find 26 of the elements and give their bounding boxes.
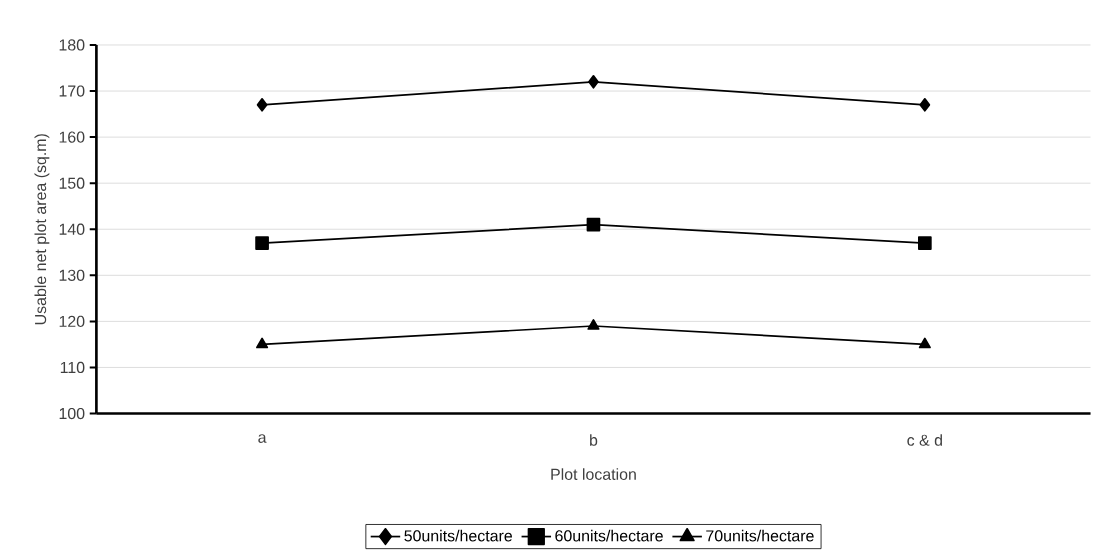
y-tick-label: 170	[59, 85, 85, 97]
y-tick-label: 100	[59, 407, 85, 420]
y-axis-title: Usable net plot area (sq.m)	[34, 134, 50, 325]
point	[588, 74, 599, 89]
y-tick-label: 110	[60, 361, 85, 374]
point	[918, 337, 931, 349]
point	[586, 217, 601, 232]
point	[587, 319, 600, 330]
x-tick-label: b	[590, 434, 598, 446]
y-tick-label: 140	[59, 223, 85, 235]
y-tick-label: 160	[59, 131, 85, 143]
y-tick-label: 130	[59, 269, 85, 281]
legend-label: 70units/hectare	[706, 529, 814, 542]
point	[256, 337, 269, 349]
point	[917, 236, 932, 250]
legend-label: 50units/hectare	[404, 529, 512, 542]
x-tick-label: a	[258, 434, 267, 443]
y-tick-label: 120	[59, 315, 85, 327]
point	[255, 236, 269, 250]
y-tick-label: 180	[59, 39, 85, 51]
x-tick-label: c & d	[907, 434, 942, 446]
y-tick-label: 150	[59, 177, 85, 189]
point	[256, 98, 268, 112]
legend-label: 60units/hectare	[555, 529, 663, 542]
x-axis-title: Plot location	[551, 468, 636, 480]
point	[919, 98, 931, 112]
